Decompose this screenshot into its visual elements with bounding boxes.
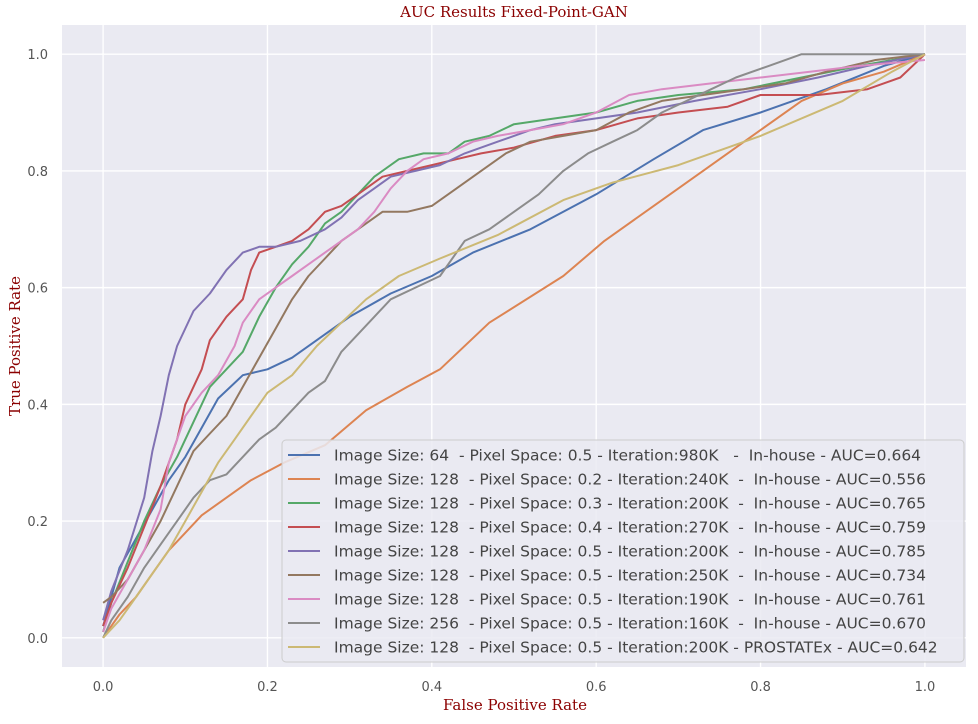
chart-title: AUC Results Fixed-Point-GAN <box>399 3 628 21</box>
series-line-6 <box>102 59 925 633</box>
legend-box <box>281 439 965 663</box>
y-tick-label: 0.0 <box>27 632 48 647</box>
x-tick-labels: 0.0 0.2 0.4 0.6 0.8 1.0 <box>93 680 936 695</box>
x-tick-label: 0.4 <box>421 680 442 695</box>
y-tick-labels: 0.0 0.2 0.4 0.6 0.8 1.0 <box>27 48 48 647</box>
series-line-0 <box>102 53 926 627</box>
y-tick-label: 0.4 <box>27 398 48 413</box>
legend-label-5: Image Size: 128 - Pixel Space: 0.5 - Ite… <box>334 567 926 585</box>
legend-label-4: Image Size: 128 - Pixel Space: 0.5 - Ite… <box>334 543 926 561</box>
series-lines <box>102 53 926 639</box>
x-axis-label: False Positive Rate <box>443 696 587 714</box>
x-tick-label: 1.0 <box>915 680 936 695</box>
y-tick-label: 1.0 <box>27 48 48 63</box>
legend-label-2: Image Size: 128 - Pixel Space: 0.3 - Ite… <box>334 495 926 513</box>
x-tick-label: 0.0 <box>93 680 114 695</box>
y-axis-label: True Positive Rate <box>6 276 24 416</box>
y-tick-label: 0.8 <box>27 165 48 180</box>
x-tick-label: 0.8 <box>750 680 771 695</box>
legend-label-3: Image Size: 128 - Pixel Space: 0.4 - Ite… <box>334 519 926 537</box>
grid-lines <box>62 25 966 667</box>
x-tick-label: 0.2 <box>257 680 278 695</box>
series-line-3 <box>102 53 926 627</box>
legend-label-1: Image Size: 128 - Pixel Space: 0.2 - Ite… <box>334 471 926 489</box>
series-line-8 <box>102 53 926 639</box>
x-tick-label: 0.6 <box>586 680 607 695</box>
series-line-4 <box>102 53 926 621</box>
y-tick-label: 0.2 <box>27 515 48 530</box>
y-tick-label: 0.6 <box>27 282 48 297</box>
series-line-2 <box>102 53 926 633</box>
legend-label-6: Image Size: 128 - Pixel Space: 0.5 - Ite… <box>334 591 926 609</box>
series-line-7 <box>102 53 925 639</box>
series-line-5 <box>102 53 926 604</box>
legend-label-8: Image Size: 128 - Pixel Space: 0.5 - Ite… <box>334 639 938 657</box>
legend-label-7: Image Size: 256 - Pixel Space: 0.5 - Ite… <box>334 615 926 633</box>
legend-label-0: Image Size: 64 - Pixel Space: 0.5 - Iter… <box>334 447 921 465</box>
legend: Image Size: 64 - Pixel Space: 0.5 - Iter… <box>281 439 965 663</box>
